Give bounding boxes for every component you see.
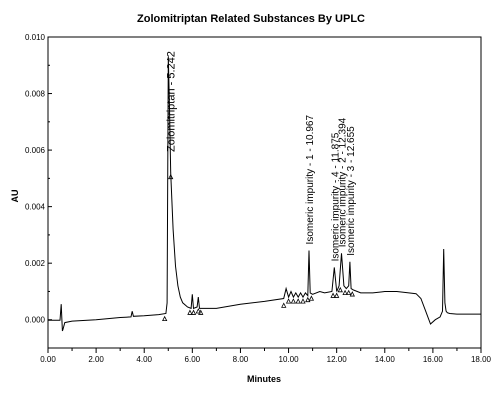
x-tick-label: 16.00 — [423, 355, 444, 364]
integration-mark — [162, 315, 168, 322]
x-axis-label: Minutes — [247, 374, 281, 384]
x-tick-label: 2.00 — [88, 355, 104, 364]
x-axis-ticks: 0.00 2.00 4.00 6.00 8.00 10.00 12.00 14.00 16.00… — [40, 348, 492, 364]
integration-mark — [349, 291, 355, 297]
integration-mark — [168, 173, 174, 180]
chart-title: Zolomitriptan Related Substances By UPLC — [137, 13, 365, 25]
integration-mark — [285, 298, 292, 304]
integration-mark — [190, 309, 197, 315]
integration-mark — [305, 296, 311, 303]
x-tick-label: 12.00 — [327, 355, 348, 364]
y-axis-ticks: 0.000 0.002 0.004 0.006 0.008 0.010 — [25, 33, 52, 325]
x-tick-label: 6.00 — [185, 355, 201, 364]
y-tick-label: 0.004 — [25, 203, 46, 212]
y-tick-label: 0.006 — [25, 146, 46, 155]
integration-mark — [187, 309, 193, 315]
integration-mark — [346, 289, 352, 296]
integration-mark — [300, 298, 306, 304]
x-tick-label: 14.00 — [375, 355, 396, 364]
y-tick-label: 0.002 — [25, 259, 46, 268]
integration-mark — [330, 292, 336, 298]
y-tick-label: 0.008 — [25, 90, 46, 99]
integration-mark — [295, 298, 301, 304]
integration-mark — [198, 309, 204, 315]
x-tick-label: 10.00 — [279, 355, 300, 364]
x-tick-label: 4.00 — [136, 355, 152, 364]
integration-mark — [281, 302, 287, 308]
integration-mark — [308, 295, 315, 301]
peak-label: Isomeric impurity - 1 - 10.967 — [305, 115, 316, 245]
integration-mark — [337, 286, 343, 293]
x-tick-label: 18.00 — [471, 355, 492, 364]
x-tick-label: 8.00 — [233, 355, 249, 364]
chromatogram-trace — [48, 56, 481, 332]
peak-labels: Zolomitriptan - 5.242 Isomeric impurity -… — [165, 51, 357, 261]
x-tick-label: 0.00 — [40, 355, 56, 364]
y-tick-label: 0.000 — [25, 316, 46, 325]
y-tick-label: 0.010 — [25, 33, 46, 42]
peak-label: Isomeric impurity - 2 - 12.394 — [337, 117, 348, 247]
integration-mark — [342, 289, 348, 296]
integration-mark — [195, 308, 201, 314]
peak-label: Isomeric impurity - 4 - 11.875 — [330, 132, 341, 261]
y-axis-label: AU — [10, 190, 20, 203]
integration-mark — [334, 292, 340, 298]
integration-mark — [290, 298, 297, 304]
peak-label: Isomeric impurity - 3 - 12.655 — [346, 126, 357, 256]
integration-marks — [162, 173, 355, 322]
peak-label-main: Zolomitriptan - 5.242 — [165, 51, 177, 152]
